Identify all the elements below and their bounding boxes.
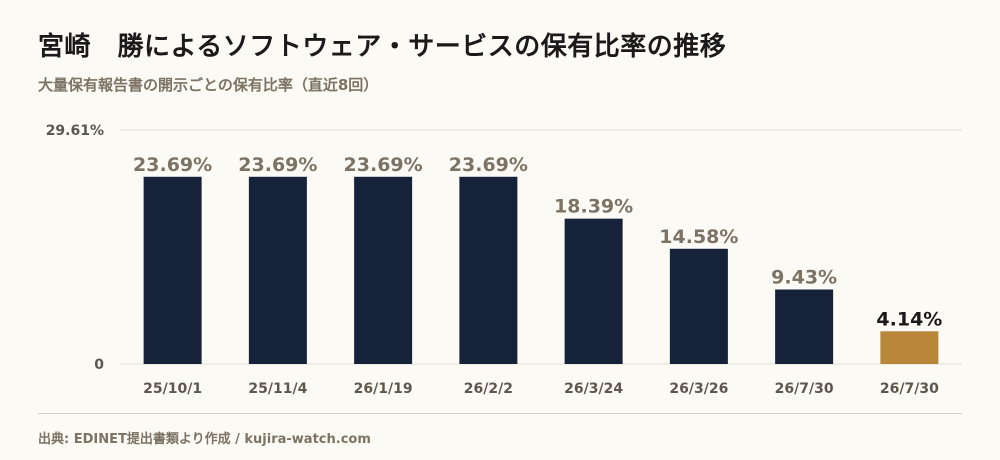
source-note: 出典: EDINET提出書類より作成 / kujira-watch.com xyxy=(38,432,371,447)
x-tick-label: 26/3/24 xyxy=(564,381,623,397)
x-tick-label: 25/11/4 xyxy=(248,381,307,397)
y-tick-label: 0 xyxy=(94,357,104,373)
bar xyxy=(880,331,939,364)
bar xyxy=(669,248,728,364)
data-label: 23.69% xyxy=(449,154,528,176)
x-tick-label: 26/2/2 xyxy=(464,381,513,397)
footer-divider xyxy=(38,413,962,414)
bar-chart: 29.61% 0 23.69% 25/10/1 23.69% 25/11/4 23.69% 2… xyxy=(46,123,962,397)
data-label: 4.14% xyxy=(876,308,942,330)
y-tick-label: 29.61% xyxy=(46,123,104,139)
bar xyxy=(564,218,623,364)
x-tick-label: 25/10/1 xyxy=(143,381,202,397)
x-tick-label: 26/3/26 xyxy=(669,381,728,397)
data-label: 18.39% xyxy=(554,196,633,218)
chart-subtitle: 大量保有報告書の開示ごとの保有比率（直近8回） xyxy=(38,76,379,94)
data-label: 14.58% xyxy=(659,226,738,248)
x-tick-label: 26/7/30 xyxy=(775,381,834,397)
chart-title: 宮崎 勝によるソフトウェア・サービスの保有比率の推移 xyxy=(38,32,727,62)
bar xyxy=(143,176,202,364)
data-label: 23.69% xyxy=(238,154,317,176)
bar xyxy=(354,176,413,364)
x-tick-label: 26/7/30 xyxy=(880,381,939,397)
bar xyxy=(775,289,834,364)
bar xyxy=(248,176,307,364)
bar xyxy=(459,176,518,364)
data-label: 23.69% xyxy=(344,154,423,176)
x-tick-label: 26/1/19 xyxy=(354,381,413,397)
data-label: 9.43% xyxy=(771,266,837,288)
data-label: 23.69% xyxy=(133,154,212,176)
